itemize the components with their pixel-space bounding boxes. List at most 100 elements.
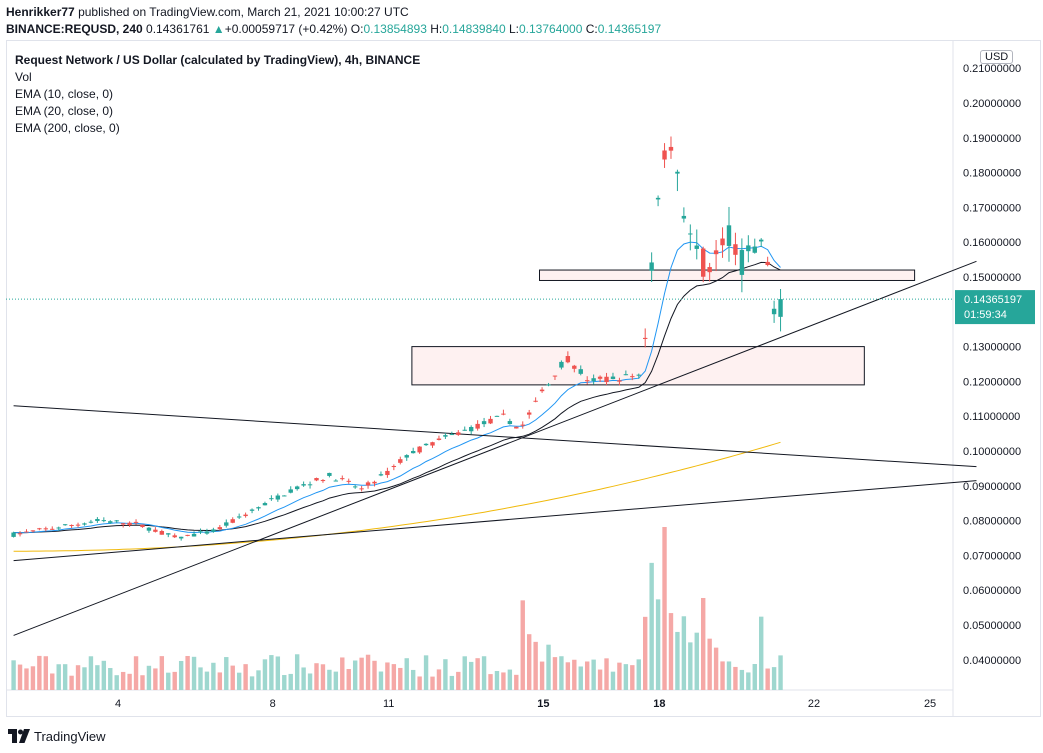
candle-body <box>546 384 551 386</box>
volume-bar <box>604 658 609 690</box>
volume-bar <box>572 659 577 690</box>
volume-bar <box>224 657 229 690</box>
candle-body <box>75 524 81 526</box>
volume-bar <box>269 655 274 690</box>
candle-body <box>771 308 777 315</box>
bar-countdown: 01:59:34 <box>964 309 1007 321</box>
candle-body <box>243 514 248 517</box>
volume-bar <box>643 616 648 690</box>
candle-body <box>327 472 332 476</box>
candle-body <box>468 426 474 432</box>
candle-body <box>675 171 680 174</box>
volume-bar <box>694 632 699 690</box>
candle-body <box>127 522 132 526</box>
candle-body <box>385 470 390 476</box>
volume-bar <box>191 656 197 690</box>
volume-bar <box>617 662 622 690</box>
trendline-3[interactable] <box>13 405 977 468</box>
publisher-name[interactable]: Henrikker77 <box>6 5 75 19</box>
candle-body <box>301 484 306 486</box>
volume-bar <box>430 676 435 690</box>
candle-body <box>230 519 235 523</box>
candle-body <box>56 527 61 529</box>
volume-bar <box>752 664 757 690</box>
volume-bar <box>565 662 571 690</box>
candle-body <box>178 536 184 539</box>
volume-bar <box>443 659 448 690</box>
volume-bar <box>391 664 397 690</box>
trendline-2[interactable] <box>13 480 977 562</box>
volume-bar <box>236 672 242 690</box>
low-label: L: <box>508 22 519 36</box>
legend-ema10[interactable]: EMA (10, close, 0) <box>15 87 114 101</box>
candle-body <box>630 376 635 378</box>
candle-body <box>37 528 42 530</box>
volume-bar <box>475 658 480 690</box>
candle-body <box>494 415 500 417</box>
candle-body <box>198 531 203 533</box>
candle-body <box>43 528 49 530</box>
candle-body <box>481 421 487 425</box>
volume-bar <box>701 597 706 690</box>
y-tick-label: 0.12000000 <box>963 376 1021 388</box>
y-tick-label: 0.13000000 <box>963 342 1021 354</box>
candle-body <box>50 528 55 530</box>
volume-bar <box>662 527 667 690</box>
symbol-label: BINANCE:REQUSD, 240 <box>6 22 143 36</box>
volume-bar <box>449 675 455 690</box>
legend-vol[interactable]: Vol <box>15 70 32 84</box>
resistance-zone[interactable] <box>539 269 916 281</box>
volume-bar <box>166 672 171 690</box>
volume-bar <box>307 673 313 690</box>
last-price: 0.14361761 <box>146 22 210 36</box>
volume-bar <box>462 656 467 690</box>
candle-body <box>713 250 719 255</box>
low-value: 0.13764000 <box>518 22 583 36</box>
legend-ema20[interactable]: EMA (20, close, 0) <box>15 104 114 118</box>
candle-body <box>701 248 706 277</box>
volume-bar <box>153 668 158 690</box>
y-tick-label: 0.04000000 <box>963 655 1021 667</box>
candle-body <box>765 261 770 266</box>
candle-body <box>114 520 119 522</box>
volume-bar <box>140 675 145 690</box>
chart-frame <box>6 40 1041 717</box>
volume-bar <box>127 673 132 690</box>
candle-body <box>108 521 113 523</box>
candle-body <box>436 438 442 440</box>
candle-body <box>172 535 177 538</box>
candle-body <box>617 380 622 382</box>
candle-body <box>314 478 319 481</box>
trendline-1[interactable] <box>13 260 977 636</box>
candle-body <box>778 299 783 317</box>
volume-bar <box>88 656 94 690</box>
candle-body <box>30 530 36 532</box>
currency-button[interactable]: USD <box>980 50 1014 64</box>
candle-body <box>211 529 216 532</box>
ema10-line <box>13 241 781 534</box>
volume-bar <box>159 656 165 690</box>
y-tick-label: 0.05000000 <box>963 620 1021 632</box>
volume-bar <box>114 675 119 690</box>
volume-bar <box>436 669 442 690</box>
support-zone[interactable] <box>411 346 865 386</box>
candle-body <box>662 150 667 160</box>
candle-body <box>636 374 641 376</box>
volume-bar <box>655 599 661 690</box>
candle-body <box>533 400 538 402</box>
x-tick-label: 25 <box>924 698 936 710</box>
candle-body <box>146 527 152 531</box>
candle-body <box>120 523 126 525</box>
candle-body <box>649 262 654 271</box>
last-price-tag <box>955 290 1035 325</box>
symbol-line: BINANCE:REQUSD, 240 0.14361761 ▲+0.00059… <box>6 21 661 38</box>
candle-body <box>346 480 351 482</box>
volume-bar <box>217 672 223 690</box>
volume-bar <box>146 665 152 690</box>
candle-body <box>539 389 545 392</box>
candle-body <box>604 376 609 383</box>
legend-ema200[interactable]: EMA (200, close, 0) <box>15 121 120 135</box>
y-tick-label: 0.16000000 <box>963 237 1021 249</box>
last-price-value: 0.14365197 <box>964 294 1022 306</box>
